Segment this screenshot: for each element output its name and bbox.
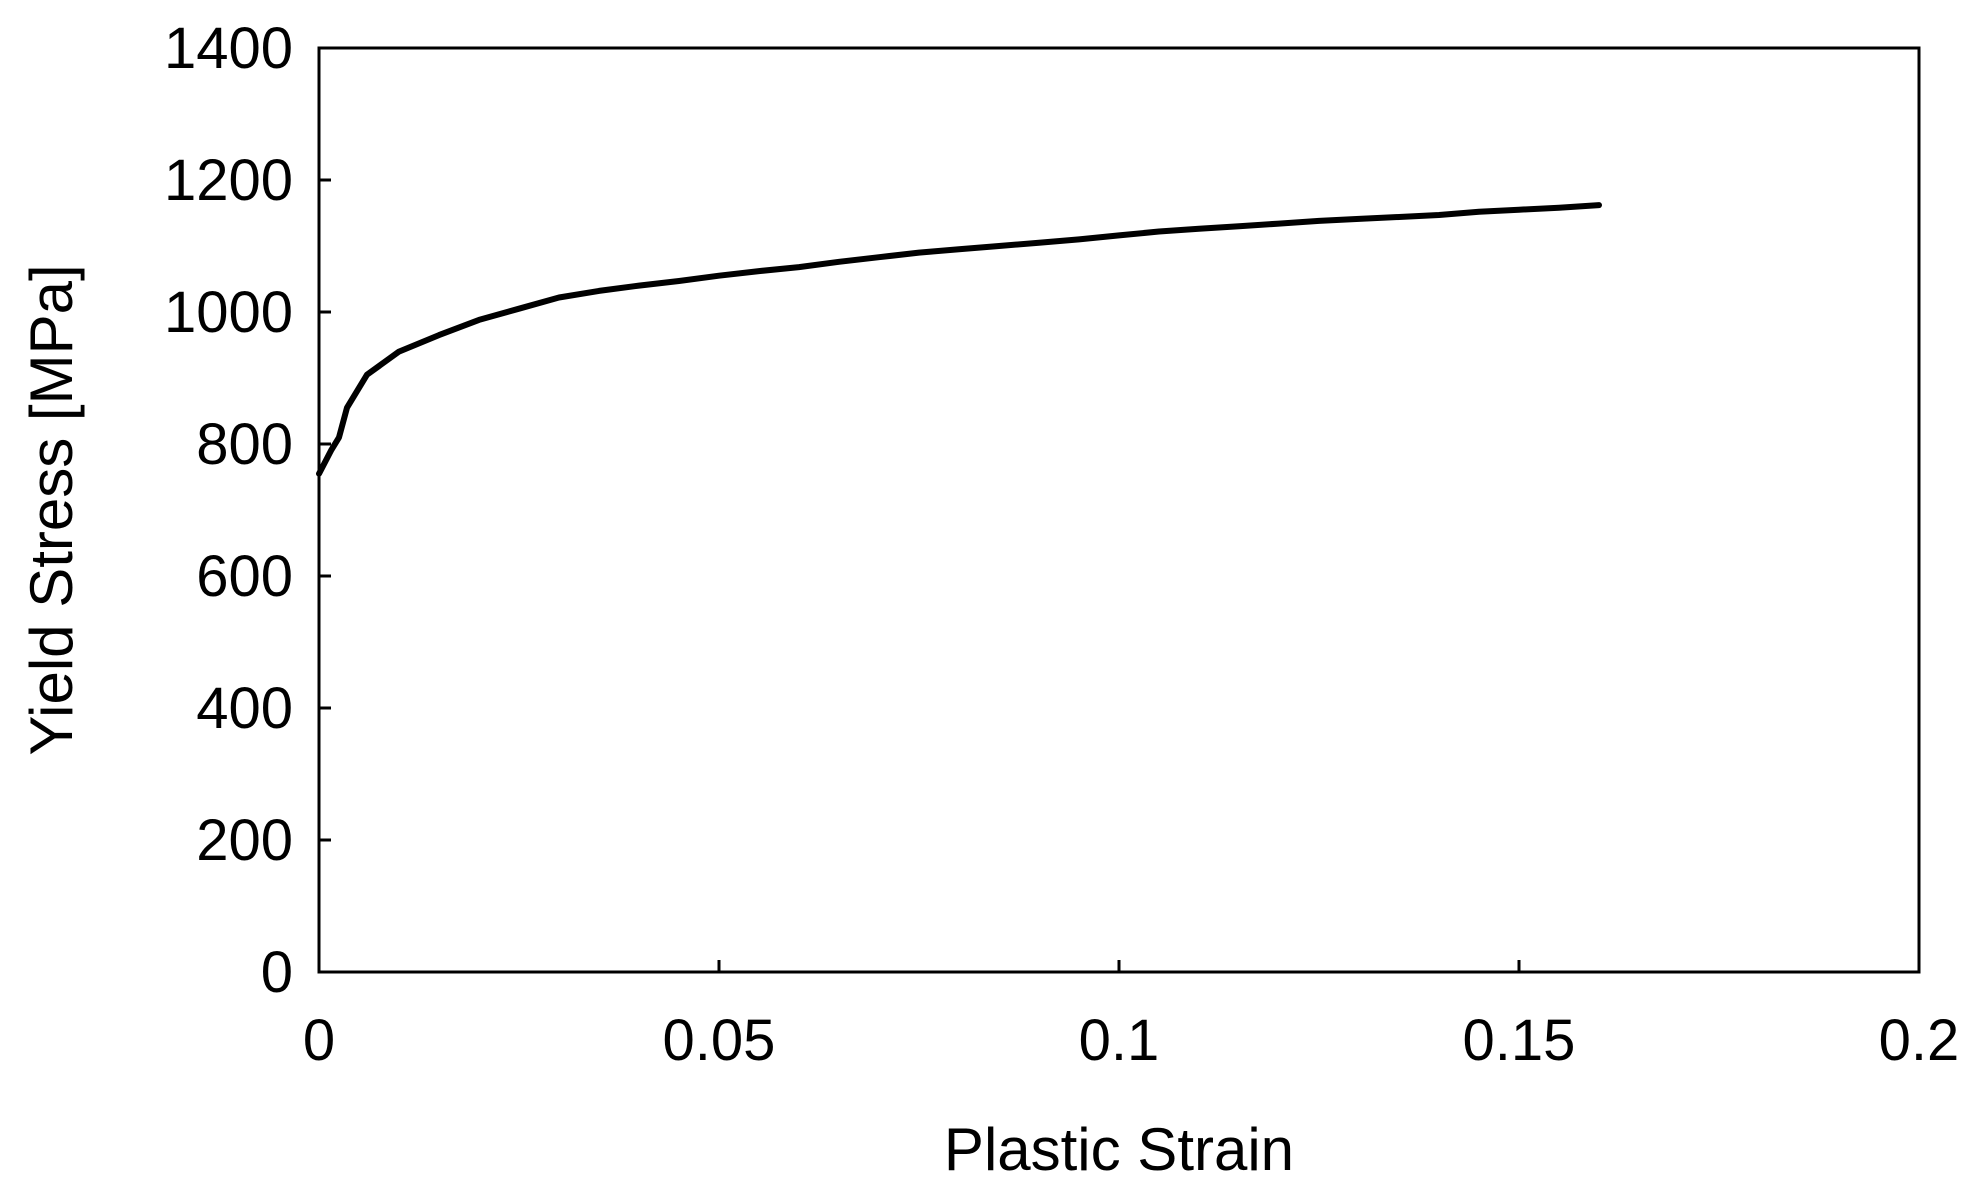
y-tick-label: 1400: [164, 16, 293, 81]
x-axis-ticks: 0 0.05 0.1 0.15 0.2: [303, 960, 1959, 1073]
y-axis-title: Yield Stress [MPa]: [18, 264, 85, 755]
series-line: [316, 202, 1602, 477]
y-tick-label: 200: [196, 808, 293, 873]
x-tick-label: 0.2: [1879, 1008, 1960, 1073]
x-axis-title: Plastic Strain: [944, 1116, 1294, 1183]
x-tick-label: 0.1: [1079, 1008, 1160, 1073]
y-tick-label: 600: [196, 544, 293, 609]
y-tick-label: 1200: [164, 148, 293, 213]
plot-area-frame: [317, 46, 1921, 974]
series-layer: [316, 202, 1602, 477]
x-tick-label: 0.05: [663, 1008, 776, 1073]
y-tick-label: 800: [196, 412, 293, 477]
y-tick-label: 0: [261, 940, 293, 1005]
x-tick-label: 0: [303, 1008, 335, 1073]
y-tick-label: 1000: [164, 280, 293, 345]
x-tick-label: 0.15: [1463, 1008, 1576, 1073]
y-axis-ticks: 0 200 400 600 800 1000 1200 1400: [164, 16, 331, 1005]
y-tick-label: 400: [196, 676, 293, 741]
